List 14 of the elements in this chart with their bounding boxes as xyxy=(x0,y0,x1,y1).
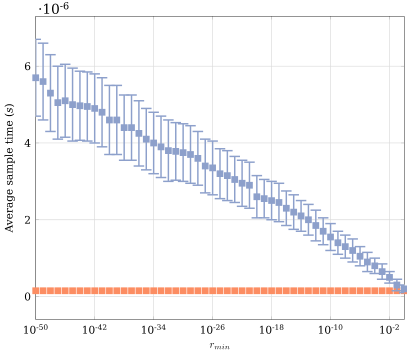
x-tick-label: 10$^{-10}$ xyxy=(318,324,342,334)
x-tick-label: 10$^{-34}$ xyxy=(142,324,166,334)
y-tick-label: 2 xyxy=(24,216,30,224)
x-tick-label: 10$^{-50}$ xyxy=(24,324,48,334)
y-tick-label: 6 xyxy=(24,62,30,70)
x-tick-label: 10$^{-18}$ xyxy=(260,324,284,334)
y-tick-label: 0 xyxy=(24,292,30,301)
x-axis-title: $r_{min}$ xyxy=(210,343,230,350)
x-tick-label: 10$^{-2}$ xyxy=(380,324,399,334)
y-axis-title: Average sample time (s) xyxy=(4,104,15,233)
text: ·10$^{-6}$ xyxy=(39,2,69,14)
x-tick-label: 10$^{-42}$ xyxy=(83,324,106,334)
x-tick-label: 10$^{-26}$ xyxy=(201,324,225,334)
y-tick-label: 4 xyxy=(24,139,30,147)
